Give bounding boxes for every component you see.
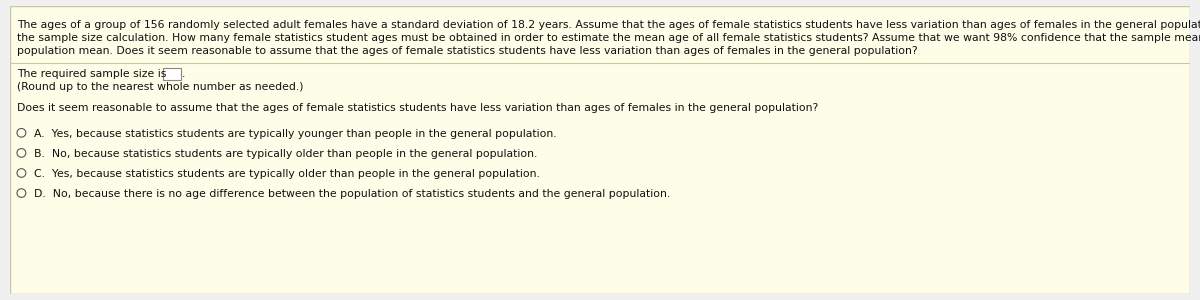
Text: .: . [182,69,185,80]
Text: B.  No, because statistics students are typically older than people in the gener: B. No, because statistics students are t… [35,149,538,159]
Text: population mean. Does it seem reasonable to assume that the ages of female stati: population mean. Does it seem reasonable… [18,46,918,56]
Text: Does it seem reasonable to assume that the ages of female statistics students ha: Does it seem reasonable to assume that t… [18,103,818,113]
Text: The required sample size is: The required sample size is [18,69,167,80]
Text: The ages of a group of 156 randomly selected adult females have a standard devia: The ages of a group of 156 randomly sele… [18,20,1200,30]
Text: A.  Yes, because statistics students are typically younger than people in the ge: A. Yes, because statistics students are … [35,129,557,139]
Text: the sample size calculation. How many female statistics student ages must be obt: the sample size calculation. How many fe… [18,33,1200,43]
Text: (Round up to the nearest whole number as needed.): (Round up to the nearest whole number as… [18,82,304,92]
Text: D.  No, because there is no age difference between the population of statistics : D. No, because there is no age differenc… [35,189,671,199]
Bar [163,68,181,80]
Text: C.  Yes, because statistics students are typically older than people in the gene: C. Yes, because statistics students are … [35,169,540,179]
